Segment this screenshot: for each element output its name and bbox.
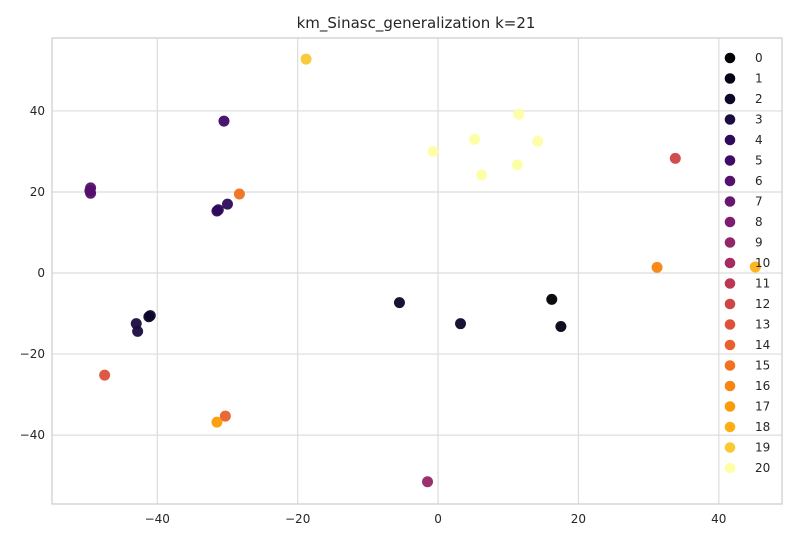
legend-marker <box>724 216 736 228</box>
plot-frame <box>51 37 783 505</box>
legend-marker <box>724 462 736 474</box>
legend-label: 12 <box>755 297 770 311</box>
legend-label: 14 <box>755 338 770 352</box>
data-point <box>455 318 467 330</box>
legend-marker <box>724 155 736 166</box>
legend-label: 19 <box>755 441 770 455</box>
x-tick-label: 40 <box>711 512 726 526</box>
data-point <box>221 198 233 210</box>
y-tick-label: 40 <box>30 104 45 118</box>
legend-marker <box>724 52 736 64</box>
legend-label: 11 <box>755 277 770 291</box>
legend-marker <box>724 278 736 289</box>
x-tick-label: 20 <box>571 512 586 526</box>
data-point <box>300 53 312 65</box>
legend-marker <box>724 175 736 187</box>
legend-marker <box>724 380 736 392</box>
chart-title: km_Sinasc_generalization k=21 <box>297 14 536 33</box>
data-point <box>532 135 544 147</box>
data-point <box>212 204 224 216</box>
data-point <box>555 321 567 333</box>
data-points <box>84 53 761 488</box>
legend-marker <box>724 319 736 330</box>
legend-marker <box>724 257 736 269</box>
data-point <box>99 369 111 381</box>
legend-label: 8 <box>755 215 763 229</box>
grid <box>52 38 782 504</box>
legend-label: 0 <box>755 51 763 65</box>
legend-marker <box>724 237 736 248</box>
tick-labels: −40 −20 0 20 40 −40 −20 0 20 40 <box>20 104 727 526</box>
data-point <box>469 133 481 145</box>
data-point <box>233 188 245 200</box>
legend-marker <box>724 114 736 125</box>
x-tick-label: 0 <box>434 512 442 526</box>
data-point <box>219 410 231 422</box>
data-point <box>132 325 144 337</box>
legend-label: 5 <box>755 154 763 168</box>
legend-label: 9 <box>755 236 763 250</box>
data-point <box>749 261 761 273</box>
legend-label: 2 <box>755 92 763 106</box>
data-point <box>211 416 223 428</box>
legend-label: 16 <box>755 379 770 393</box>
legend-marker <box>724 442 736 453</box>
legend-label: 3 <box>755 113 763 127</box>
data-point <box>85 182 97 194</box>
data-point <box>427 145 439 157</box>
data-point <box>143 311 155 323</box>
legend-marker <box>724 93 736 105</box>
legend-label: 13 <box>755 318 770 332</box>
data-point <box>218 115 230 127</box>
legend-marker <box>724 196 736 207</box>
legend-marker <box>724 339 736 351</box>
legend-label: 20 <box>755 461 770 475</box>
y-tick-label: −40 <box>20 428 45 442</box>
legend-label: 4 <box>755 133 763 147</box>
legend-label: 7 <box>755 195 763 209</box>
legend-label: 17 <box>755 400 770 414</box>
legend-label: 1 <box>755 72 763 86</box>
data-point <box>476 169 488 181</box>
y-tick-label: 20 <box>30 185 45 199</box>
y-tick-label: −20 <box>20 347 45 361</box>
legend-label: 18 <box>755 420 770 434</box>
legend-marker <box>724 421 736 433</box>
legend-marker <box>724 73 736 84</box>
data-point <box>669 152 681 164</box>
legend-marker <box>724 360 736 371</box>
data-point <box>651 261 663 273</box>
x-tick-label: −40 <box>145 512 170 526</box>
legend-marker <box>724 134 736 146</box>
data-point <box>546 293 558 305</box>
legend-marker <box>724 401 736 412</box>
data-point <box>393 297 405 309</box>
legend-label: 10 <box>755 256 770 270</box>
data-point <box>513 108 525 120</box>
data-point <box>511 159 523 171</box>
data-point <box>422 476 434 488</box>
y-tick-label: 0 <box>37 266 45 280</box>
x-tick-label: −20 <box>285 512 310 526</box>
legend-marker <box>724 298 736 310</box>
legend-label: 15 <box>755 359 770 373</box>
legend-label: 6 <box>755 174 763 188</box>
